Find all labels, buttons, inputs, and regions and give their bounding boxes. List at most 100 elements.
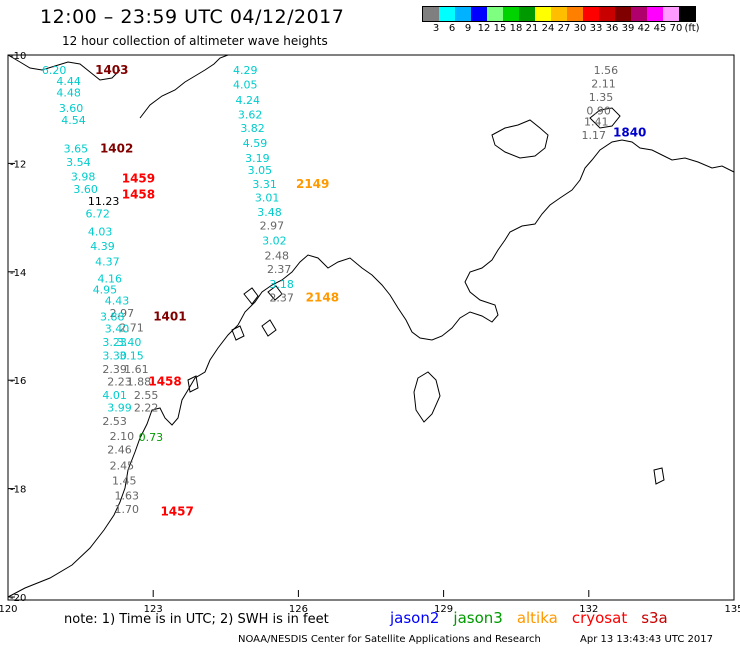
time-labels: 1403 1402 1459 1458 1401 1458 1457 2149 2148 1840 [95,63,646,519]
legend-swatch [615,7,631,21]
timor-coastline [139,54,229,119]
legend-swatch [631,7,647,21]
swh-value-label: 3.60 [73,183,98,196]
pass-time-label: 1458 [122,188,155,202]
swh-value-label: 3.98 [71,171,96,184]
legend-swatch [439,7,455,21]
legend-swatch [567,7,583,21]
legend-label: 9 [464,23,472,34]
swh-value-label: 1.41 [584,115,609,128]
legend-label: 12 [477,23,491,34]
swh-labels: 6.204.444.483.604.543.653.543.983.6011.2… [42,64,618,516]
x-tick-label: 129 [434,604,453,615]
x-tick-label: 132 [579,604,598,615]
swh-value-label: 4.43 [105,294,130,307]
swh-value-label: 1.56 [594,64,619,77]
swh-value-label: 4.54 [61,114,86,127]
legend-swatch [599,7,615,21]
groote-island [413,371,441,423]
swh-value-label: 3.01 [255,191,280,204]
coastlines [7,54,735,598]
swh-value-label: 4.48 [56,87,81,100]
swh-value-label: 4.29 [233,64,258,77]
swh-value-label: 4.24 [235,94,259,107]
pass-time-label: 2149 [296,177,329,191]
swh-value-label: 4.37 [95,255,120,268]
pass-time-label: 2148 [306,291,339,305]
x-tick-label: 120 [0,604,18,615]
australia-coastline [7,139,735,598]
swh-value-label: 2.37 [267,263,292,276]
swh-value-label: 2.46 [107,443,132,456]
swh-value-label: 2.97 [110,307,135,320]
swh-value-label: 2.53 [102,415,127,428]
swh-value-label: 2.71 [119,321,144,334]
legend-swatch [471,7,487,21]
legend-label: 3 [432,23,440,34]
swh-value-label: 3.99 [107,402,132,415]
y-tick-label: -20 [10,593,26,604]
swh-value-label: 4.05 [233,79,258,92]
swh-value-label: 1.88 [127,376,152,389]
legend-swatch [455,7,471,21]
swh-value-label: 3.30 [102,350,127,363]
legend-label: 6 [448,23,456,34]
sumba-coastline [7,54,121,81]
legend-swatch [423,7,439,21]
swh-value-label: 3.62 [238,108,263,121]
swh-value-label: 0.73 [139,431,164,444]
swh-value-label: 2.11 [591,78,616,91]
swh-value-label: 6.72 [85,208,110,221]
swh-value-label: 4.59 [243,137,267,150]
pass-time-label: 1458 [148,375,181,389]
legend-swatches [422,6,696,22]
kimberley-islands [187,285,283,393]
swh-value-label: 1.45 [112,474,137,487]
swh-value-label: 3.65 [64,143,89,156]
swh-value-label: 4.39 [90,240,115,253]
swh-value-label: 3.02 [262,235,287,248]
footer-credit: NOAA/NESDIS Center for Satellite Applica… [238,634,541,645]
swh-value-label: 3.15 [119,350,144,363]
swh-value-label: 1.61 [124,363,149,376]
swh-value-label: 1.35 [589,91,614,104]
y-tick-label: -14 [10,268,26,279]
swh-value-label: 2.10 [110,430,135,443]
satellite-cryosat: cryosat [571,609,628,627]
small-island [653,467,665,485]
satellite-jason3: jason3 [453,609,503,627]
swh-value-label: 3.54 [66,156,91,169]
swh-value-label: 3.40 [105,323,130,336]
swh-value-label: 2.45 [110,460,135,473]
swh-value-label: 1.70 [114,503,139,516]
pass-time-label: 1402 [100,142,133,156]
swh-value-label: 2.97 [260,220,285,233]
legend-label: 30 [573,23,587,34]
swh-value-label: 3.82 [240,122,265,135]
legend-swatch [663,7,679,21]
swh-value-label: 6.20 [42,64,67,77]
swh-value-label: 4.03 [88,225,113,238]
swh-value-label: 3.19 [245,152,270,165]
y-tick-label: -18 [10,485,26,496]
legend-swatch [679,7,695,21]
pass-time-label: 1459 [122,171,155,185]
swh-value-label: 4.01 [102,389,127,402]
swh-value-label: 11.23 [88,195,120,208]
x-tick-label: 126 [289,604,308,615]
satellite-legend: jason2 jason3 altika cryosat s3a [390,609,668,627]
legend-label: 39 [621,23,635,34]
legend-swatch [551,7,567,21]
y-tick-label: -12 [10,159,26,170]
legend-label: 21 [525,23,539,34]
y-tick-label: -10 [10,51,26,62]
swh-value-label: 2.37 [269,292,294,305]
legend-swatch [535,7,551,21]
map-ticks: 120 123 126 129 132 135 -10 -12 -14 -16 -18 -20 [0,51,740,615]
legend-swatch [519,7,535,21]
pass-time-label: 1401 [153,310,186,324]
pass-time-label: 1840 [613,125,646,139]
swh-value-label: 2.23 [107,376,132,389]
legend-swatch [647,7,663,21]
legend-labels: 3 6 9 12 15 18 21 24 27 30 33 36 39 42 45 70 (ft) [422,22,700,36]
